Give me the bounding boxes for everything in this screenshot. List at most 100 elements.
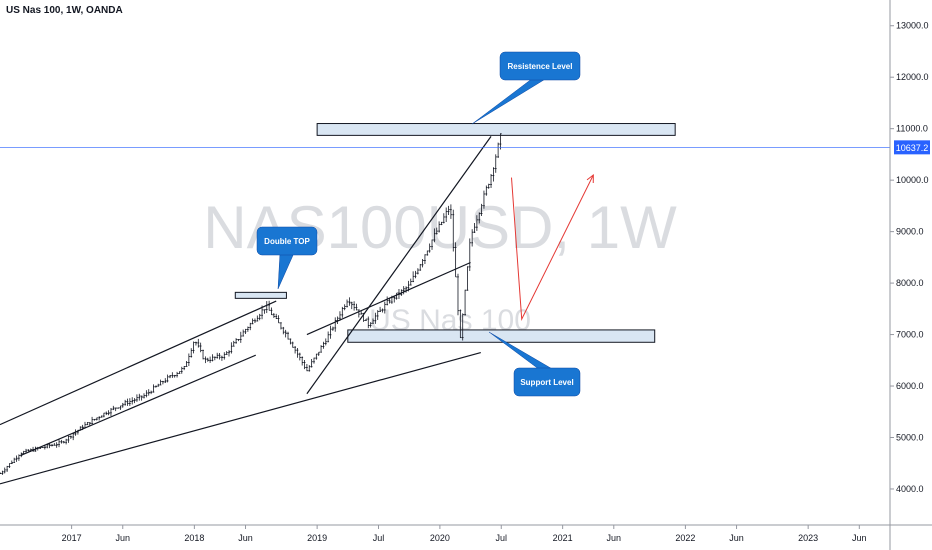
candle (17, 454, 21, 461)
candle (223, 352, 226, 360)
candle (357, 309, 361, 318)
candle (95, 417, 99, 421)
candle (313, 357, 316, 364)
candle (126, 398, 129, 406)
candle (254, 318, 257, 324)
candle (246, 326, 250, 332)
candle (475, 215, 479, 231)
candle (152, 384, 155, 393)
candle (400, 289, 403, 296)
candle (381, 308, 384, 313)
candle (464, 289, 467, 316)
candle (362, 312, 365, 322)
candle (48, 443, 51, 449)
candle (58, 439, 61, 448)
candle (355, 303, 358, 311)
candle (166, 374, 169, 383)
candle (473, 223, 476, 234)
candle (34, 446, 37, 452)
candle (112, 405, 115, 411)
candle (372, 318, 375, 324)
double-top-callout-box (256, 226, 318, 256)
candle (180, 366, 184, 374)
candle (322, 341, 325, 349)
candle (416, 268, 420, 275)
candle (164, 378, 167, 384)
candle (454, 242, 457, 278)
candle (183, 366, 186, 371)
candle (69, 435, 73, 439)
candle (32, 446, 35, 452)
candle (100, 415, 103, 418)
y-tick-label: 7000.0 (896, 330, 924, 340)
candle (315, 353, 318, 360)
zone-1 (234, 291, 287, 299)
projection-arrowhead (586, 173, 594, 184)
support-callout: Support Level (488, 331, 581, 397)
candle (388, 297, 391, 304)
candle (173, 374, 176, 378)
candle (237, 339, 240, 342)
x-tick-label: Jul (373, 533, 385, 543)
candle (225, 351, 228, 355)
candle (478, 212, 481, 224)
candle (407, 280, 410, 292)
candle (268, 300, 271, 311)
candle (204, 356, 207, 364)
candle (62, 440, 66, 444)
candle (438, 221, 441, 233)
candle (296, 348, 299, 358)
candle (211, 354, 214, 362)
support-callout-label: Support Level (520, 378, 573, 387)
candle (398, 289, 401, 300)
candle (466, 266, 469, 291)
trendlines-layer (0, 136, 492, 485)
resistance-callout: Resistence Level (471, 51, 581, 125)
candle (169, 374, 172, 379)
candle (334, 317, 337, 332)
y-tick-label: 9000.0 (896, 227, 924, 237)
trendline-0 (0, 300, 277, 426)
candle (452, 209, 455, 252)
candle (84, 421, 87, 429)
callouts-layer: Resistence Level Double TOP Support Level (256, 51, 581, 397)
y-tick-label: 5000.0 (896, 433, 924, 443)
candle (270, 307, 273, 316)
candle (431, 239, 434, 250)
candle (190, 348, 193, 358)
candle (102, 412, 106, 418)
candle (468, 238, 472, 272)
y-tick-label: 4000.0 (896, 484, 924, 494)
candle (6, 465, 9, 473)
candle (301, 356, 304, 366)
candle (272, 313, 276, 318)
x-tick-label: 2018 (184, 533, 204, 543)
y-tick-label: 6000.0 (896, 381, 924, 391)
x-tick-label: 2019 (307, 533, 327, 543)
candle (51, 443, 54, 447)
x-tick-label: Jun (238, 533, 253, 543)
candle (206, 357, 210, 362)
candle (128, 398, 132, 406)
candle (360, 310, 363, 315)
candle (119, 405, 122, 410)
candle (447, 205, 450, 215)
candle (442, 213, 446, 224)
watermark-layer: NAS100USD, 1W US Nas 100 (203, 194, 677, 337)
candle (202, 349, 205, 360)
trendline-3 (306, 136, 492, 395)
trendline-1 (20, 354, 256, 457)
candle (244, 328, 247, 334)
candle (383, 301, 387, 314)
candle (249, 322, 252, 331)
candle (275, 313, 278, 320)
candle (140, 395, 143, 401)
candle (494, 154, 498, 173)
candle (461, 313, 465, 341)
candle (317, 351, 321, 356)
trendline-2 (0, 351, 481, 485)
candle (305, 363, 309, 372)
candle (376, 310, 380, 320)
